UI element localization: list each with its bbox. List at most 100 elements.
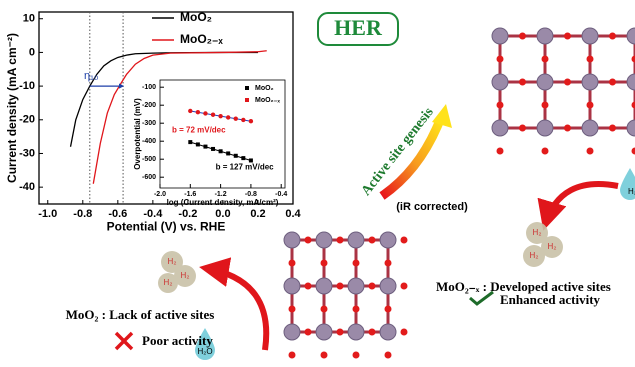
legend-label: MoO₂ [255, 85, 274, 92]
y-tick-label: -500 [142, 156, 156, 163]
o-atom [321, 352, 328, 359]
o-atom [305, 237, 312, 244]
mo-atom [316, 278, 332, 294]
o-atom [497, 148, 504, 155]
x-tick-label: -0.8 [73, 208, 92, 220]
mo-atom [284, 324, 300, 340]
y-tick-label: -40 [19, 181, 35, 193]
x-tick-label: -2.0 [154, 191, 166, 198]
y-tick-label: -400 [142, 138, 156, 145]
o-atom [587, 148, 594, 155]
o-atom [564, 33, 571, 40]
fit-label: b = 72 mV/dec [172, 125, 226, 134]
o-atom [542, 102, 549, 109]
point [211, 147, 215, 151]
mo-atom [284, 232, 300, 248]
h2o: H₂O [628, 187, 635, 196]
point [188, 140, 192, 144]
o-atom [401, 237, 408, 244]
y-tick-label: -200 [142, 102, 156, 109]
o-atom [497, 102, 504, 109]
x-tick-label: -1.0 [38, 208, 57, 220]
o-atom [632, 148, 635, 155]
o-atom [564, 125, 571, 132]
point [203, 111, 207, 115]
o-atom [321, 306, 328, 313]
h2: H₂ [530, 251, 539, 260]
point [196, 142, 200, 146]
o-atom [609, 33, 616, 40]
h2: H₂ [533, 228, 542, 237]
poor-label: Poor activity [142, 333, 213, 348]
o-atom [587, 102, 594, 109]
figure: -1.0-0.8-0.6-0.4-0.20.00.20.4100-10-20-3… [0, 0, 635, 362]
legend-label: MoO₂₋ₓ [180, 32, 223, 46]
o-atom [353, 306, 360, 313]
o-atom [369, 283, 376, 290]
cross [116, 333, 132, 349]
mo-atom [348, 232, 364, 248]
mo-atom [492, 120, 508, 136]
o-atom [609, 79, 616, 86]
enhanced-label: Enhanced activity [500, 292, 601, 307]
y-tick-label: -300 [142, 120, 156, 127]
y-tick-label: 10 [23, 13, 35, 25]
o-atom [337, 329, 344, 336]
o-atom [564, 79, 571, 86]
o-atom [519, 125, 526, 132]
ir-label: (iR corrected) [396, 201, 468, 213]
o-atom [289, 352, 296, 359]
y-axis-label: Overpotential (mV) [133, 98, 142, 170]
o-atom [632, 102, 635, 109]
o-atom [305, 329, 312, 336]
point [203, 145, 207, 149]
o-atom [519, 33, 526, 40]
moo2-label: MoO₂ : Lack of active sites [66, 307, 215, 322]
point [226, 151, 230, 155]
o-atom [353, 260, 360, 267]
o-atom [497, 56, 504, 63]
point [234, 117, 238, 121]
o-atom [385, 260, 392, 267]
o-atom [305, 283, 312, 290]
eta-label: η₁₀ [84, 70, 98, 82]
h2: H₂ [181, 271, 190, 280]
o-atom [385, 306, 392, 313]
point [218, 114, 222, 118]
h2o: H₂O [197, 347, 212, 356]
y-tick-label: -30 [19, 147, 35, 159]
mo-atom [492, 28, 508, 44]
o-atom [542, 148, 549, 155]
x-tick-label: -0.2 [178, 208, 197, 220]
mo-atom [582, 28, 598, 44]
o-atom [353, 352, 360, 359]
molecules [284, 28, 635, 359]
o-atom [519, 79, 526, 86]
o-atom [401, 283, 408, 290]
legend-swatch [245, 98, 249, 102]
y-tick-label: -10 [19, 80, 35, 92]
mo-atom [380, 324, 396, 340]
point [226, 115, 230, 119]
mo-atom [537, 28, 553, 44]
point [241, 156, 245, 160]
x-axis-label: Potential (V) vs. RHE [107, 219, 226, 233]
point [188, 109, 192, 113]
point [241, 118, 245, 122]
h2: H₂ [548, 242, 557, 251]
o-atom [632, 56, 635, 63]
o-atom [542, 56, 549, 63]
o-atom [385, 352, 392, 359]
point [234, 154, 238, 158]
mo-atom [627, 120, 635, 136]
red-arrow-right [545, 184, 618, 225]
mo-atom [537, 120, 553, 136]
point [196, 110, 200, 114]
o-atom [337, 237, 344, 244]
o-atom [321, 260, 328, 267]
mo-atom [627, 74, 635, 90]
legend-label: MoO₂ [180, 10, 212, 24]
mo-atom [316, 232, 332, 248]
y-tick-label: 0 [29, 46, 35, 58]
y-tick-label: -20 [19, 114, 35, 126]
